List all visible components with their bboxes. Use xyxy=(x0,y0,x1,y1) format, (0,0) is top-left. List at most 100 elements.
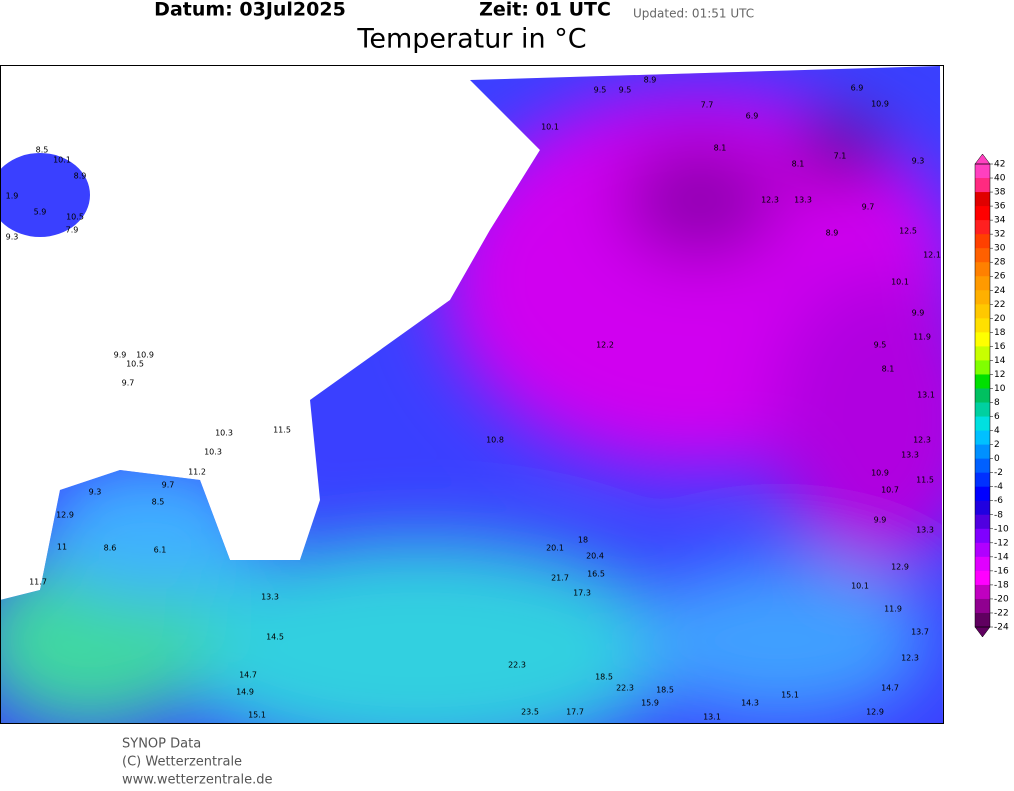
colorbar-cell xyxy=(975,598,990,614)
station-value: 12.3 xyxy=(761,196,779,205)
station-value: 13.3 xyxy=(261,593,279,602)
station-value: 15.9 xyxy=(641,699,659,708)
station-value: 10.8 xyxy=(486,436,504,445)
station-value: 9.3 xyxy=(6,233,19,242)
station-value: 12.2 xyxy=(596,341,614,350)
station-value: 9.7 xyxy=(162,481,175,490)
footer-copyright: (C) Wetterzentrale xyxy=(122,755,242,770)
colorbar-cell xyxy=(975,542,990,558)
station-value: 8.1 xyxy=(714,144,727,153)
station-value: 13.1 xyxy=(703,713,721,722)
colorbar-label: 26 xyxy=(994,272,1006,282)
updated: Updated: 01:51 UTC xyxy=(633,7,754,21)
colorbar-label: 10 xyxy=(994,384,1006,394)
colorbar-cell xyxy=(975,346,990,361)
station-value: 11.9 xyxy=(884,605,902,614)
colorbar-label: 38 xyxy=(994,188,1006,198)
colorbar-cell xyxy=(975,472,990,488)
colorbar-cell xyxy=(975,486,990,502)
colorbar-cell xyxy=(975,164,990,179)
station-value: 10.7 xyxy=(881,486,899,495)
colorbar-label: 32 xyxy=(994,230,1005,240)
colorbar-top-arrow xyxy=(974,153,991,165)
colorbar-cell xyxy=(975,612,990,628)
station-value: 13.3 xyxy=(901,451,919,460)
station-value: 12.9 xyxy=(866,708,884,717)
station-value: 12.9 xyxy=(891,563,909,572)
station-value: 10.1 xyxy=(851,582,869,591)
colorbar-cell xyxy=(975,556,990,572)
colorbar-cell xyxy=(975,206,990,221)
colorbar-label: -2 xyxy=(994,468,1003,478)
colorbar-label: 36 xyxy=(994,202,1006,212)
station-value: 8.1 xyxy=(792,160,805,169)
colorbar-cell xyxy=(975,220,990,235)
station-value: 11.7 xyxy=(29,578,47,587)
station-value: 10.1 xyxy=(891,278,909,287)
colorbar-label: 0 xyxy=(994,454,1000,464)
colorbar-cell xyxy=(975,248,990,263)
station-value: 8.6 xyxy=(104,544,117,553)
colorbar-label: 34 xyxy=(994,216,1006,226)
station-value: 14.7 xyxy=(239,671,257,680)
colorbar-cell xyxy=(975,444,990,460)
colorbar-cell xyxy=(975,276,990,291)
station-value: 14.7 xyxy=(881,684,899,693)
station-value: 10.3 xyxy=(204,448,222,457)
colorbar-bottom-arrow xyxy=(974,626,991,638)
colorbar-cell xyxy=(975,458,990,474)
colorbar-cell xyxy=(975,416,990,432)
colorbar-label: 42 xyxy=(994,160,1005,170)
station-value: 13.1 xyxy=(917,391,935,400)
station-value: 17.7 xyxy=(566,708,584,717)
station-value: 9.9 xyxy=(912,309,925,318)
colorbar-label: -4 xyxy=(994,482,1003,492)
station-value: 6.9 xyxy=(746,112,759,121)
station-value: 9.9 xyxy=(874,516,887,525)
station-value: 23.5 xyxy=(521,708,539,717)
station-value: 10.9 xyxy=(871,469,889,478)
colorbar-cell xyxy=(975,178,990,193)
colorbar-label: -16 xyxy=(994,566,1009,576)
colorbar: 424038363432302826242220181614121086420-… xyxy=(974,153,1009,638)
station-value: 9.7 xyxy=(862,203,875,212)
colorbar-cell xyxy=(975,304,990,319)
station-value: 11.5 xyxy=(273,426,291,435)
colorbar-label: 30 xyxy=(994,244,1006,254)
colorbar-cell xyxy=(975,500,990,516)
colorbar-label: 18 xyxy=(994,328,1006,338)
colorbar-cell xyxy=(975,192,990,207)
station-value: 10.5 xyxy=(66,213,84,222)
colorbar-label: -6 xyxy=(994,496,1003,506)
station-value: 11 xyxy=(57,543,67,552)
station-value: 12.9 xyxy=(56,511,74,520)
colorbar-cell xyxy=(975,528,990,544)
station-value: 9.3 xyxy=(912,157,925,166)
title: Temperatur in °C xyxy=(356,24,586,55)
colorbar-label: 14 xyxy=(994,356,1006,366)
colorbar-label: 2 xyxy=(994,440,1000,450)
station-value: 10.3 xyxy=(215,429,233,438)
colorbar-label: -20 xyxy=(994,594,1009,604)
station-value: 13.3 xyxy=(916,526,934,535)
colorbar-cell xyxy=(975,332,990,347)
colorbar-label: 22 xyxy=(994,300,1005,310)
colorbar-cell xyxy=(975,388,990,404)
colorbar-cell xyxy=(975,318,990,333)
station-value: 5.9 xyxy=(34,208,47,217)
station-value: 10.9 xyxy=(136,351,154,360)
station-value: 18 xyxy=(578,536,588,545)
time: Zeit: 01 UTC xyxy=(479,0,611,21)
station-value: 8.5 xyxy=(36,146,49,155)
colorbar-label: -14 xyxy=(994,552,1009,562)
station-value: 9.9 xyxy=(114,351,127,360)
station-value: 8.1 xyxy=(882,365,895,374)
stations: 8.510.18.95.910.59.37.91.99.9 10.910.59.7… xyxy=(6,76,941,722)
station-value: 15.1 xyxy=(781,691,799,700)
colorbar-label: -12 xyxy=(994,538,1009,548)
station-value: 9.5 xyxy=(874,341,887,350)
station-value: 10.1 xyxy=(541,123,559,132)
colorbar-label: -24 xyxy=(994,623,1009,633)
colorbar-label: 16 xyxy=(994,342,1006,352)
